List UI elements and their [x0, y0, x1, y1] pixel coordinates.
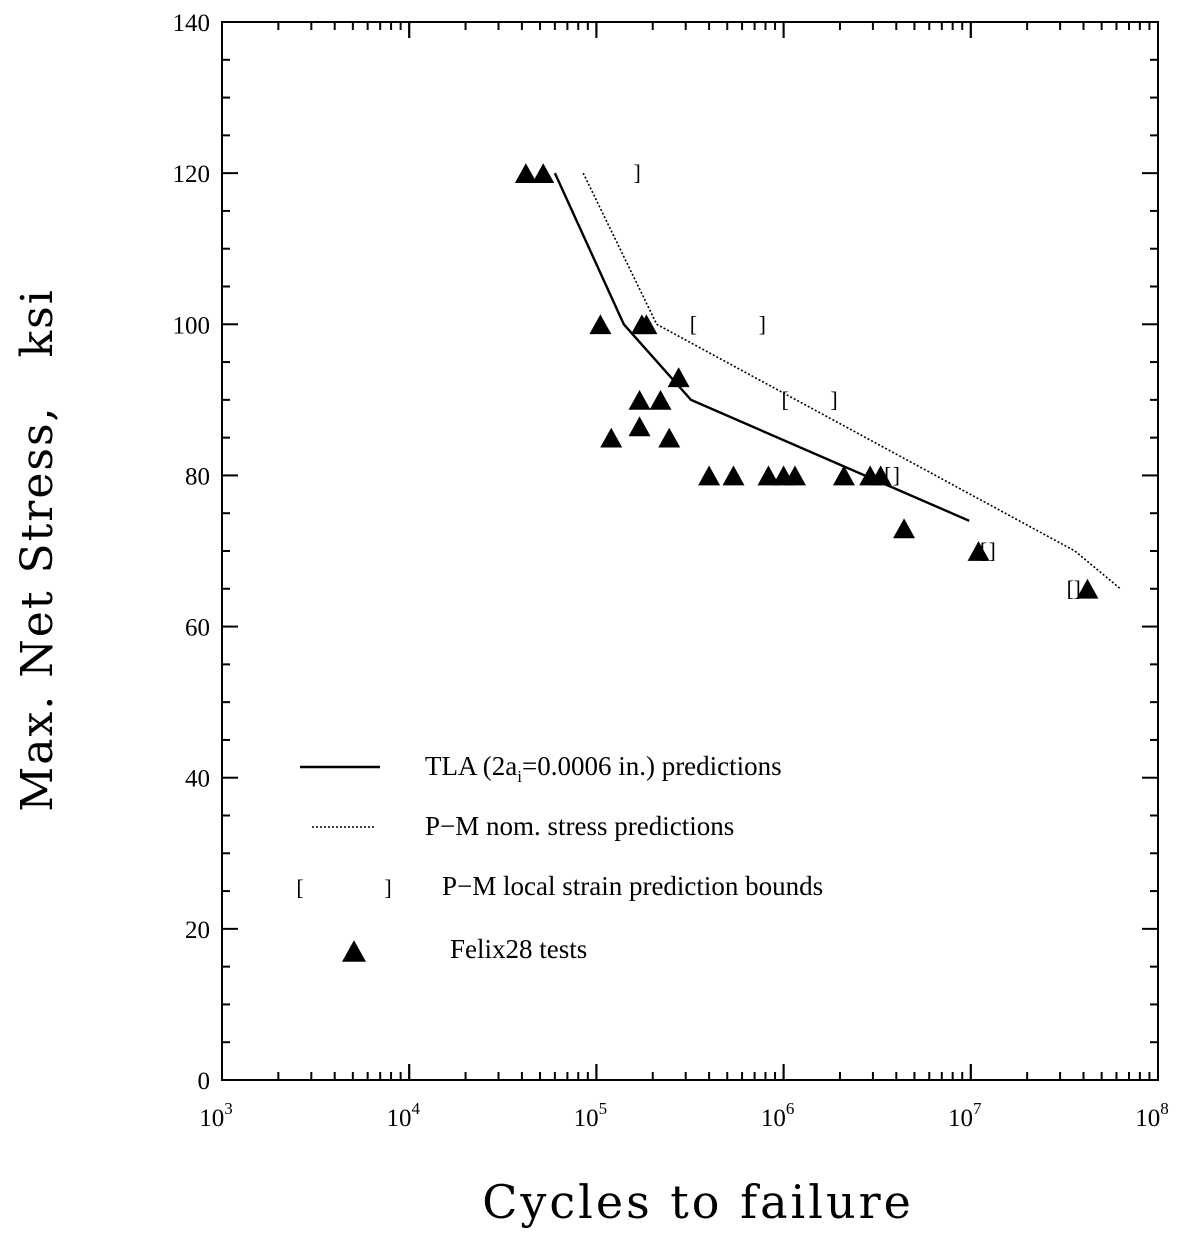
y-tick-label: 20	[185, 917, 210, 944]
y-tick-label: 120	[173, 161, 211, 188]
x-axis-title: Cycles to failure	[482, 1175, 914, 1229]
data-point-triangle	[869, 465, 892, 486]
y-tick-label: 60	[185, 615, 210, 642]
bound-lower-bracket: [	[884, 462, 891, 487]
data-point-triangle	[514, 163, 537, 184]
legend-triangle-symbol	[342, 940, 366, 962]
x-tick-exponent: 6	[786, 1099, 795, 1118]
data-point-triangle	[628, 389, 651, 410]
x-tick-base: 10	[761, 1105, 786, 1132]
pm-nominal-stress-line	[582, 172, 1121, 590]
bound-upper-bracket: ]	[759, 311, 766, 336]
series-layer: ][][][][][]	[514, 160, 1121, 601]
legend-lower-bracket-symbol: [	[296, 875, 303, 900]
legend-upper-bracket-symbol: ]	[384, 875, 391, 900]
x-tick-exponent: 8	[1160, 1099, 1169, 1118]
data-point-triangle	[893, 518, 916, 539]
data-point-triangle	[1076, 578, 1099, 599]
legend-label: TLA (2ai=0.0006 in.) predictions	[425, 751, 782, 786]
legend-label-tail: =0.0006 in.) predictions	[522, 751, 782, 781]
bound-lower-bracket: [	[1067, 576, 1074, 601]
data-point-triangle	[722, 465, 745, 486]
data-point-triangle	[698, 465, 721, 486]
data-point-triangle	[783, 465, 806, 486]
x-tick-base: 10	[948, 1105, 973, 1132]
x-tick-base: 10	[1135, 1105, 1160, 1132]
bound-lower-bracket: [	[782, 387, 789, 412]
bound-upper-bracket: ]	[830, 387, 837, 412]
legend-label: P−M local strain prediction bounds	[442, 871, 823, 901]
data-point-triangle	[342, 940, 366, 962]
legend-label-text: TLA (2a	[425, 751, 517, 781]
x-tick-label: 103	[199, 1099, 233, 1132]
plot-frame	[221, 21, 1159, 1081]
y-tick-label: 140	[173, 10, 211, 37]
data-point-triangle	[600, 427, 623, 448]
x-tick-exponent: 3	[224, 1099, 233, 1118]
x-tick-exponent: 5	[599, 1099, 608, 1118]
legend-label: P−M nom. stress predictions	[425, 811, 734, 841]
data-point-triangle	[658, 427, 681, 448]
data-point-triangle	[757, 465, 780, 486]
x-tick-base: 10	[574, 1105, 599, 1132]
y-tick-label: 0	[198, 1068, 211, 1095]
bound-lower-bracket: [	[690, 311, 697, 336]
y-tick-label: 40	[185, 766, 210, 793]
y-tick-label: 80	[185, 463, 210, 490]
data-point-triangle	[532, 163, 555, 184]
x-tick-exponent: 4	[411, 1099, 420, 1118]
x-tick-label: 107	[948, 1099, 982, 1132]
x-tick-label: 104	[386, 1099, 420, 1132]
x-tick-base: 10	[386, 1105, 411, 1132]
bound-upper-bracket: ]	[1074, 576, 1081, 601]
x-tick-label: 106	[761, 1099, 795, 1132]
data-point-triangle	[832, 465, 855, 486]
y-axis-title: Max. Net Stress, ksi	[12, 288, 63, 812]
legend-label-text: P−M nom. stress predictions	[425, 811, 734, 841]
y-tick-label: 100	[173, 312, 211, 339]
x-tick-base: 10	[199, 1105, 224, 1132]
bound-upper-bracket: ]	[988, 538, 995, 563]
x-tick-label: 108	[1135, 1099, 1169, 1132]
data-point-triangle	[628, 416, 651, 437]
data-point-triangle	[649, 389, 672, 410]
legend-label-text: P−M local strain prediction bounds	[442, 871, 823, 901]
x-tick-exponent: 7	[973, 1099, 982, 1118]
legend-label-text: Felix28 tests	[450, 934, 587, 964]
axis-ticks	[221, 21, 1159, 1081]
legend-label-subscript: i	[517, 767, 522, 786]
legend: TLA (2ai=0.0006 in.) predictions P−M nom.…	[296, 751, 823, 964]
data-point-triangle	[967, 541, 990, 561]
data-point-triangle	[667, 367, 690, 388]
bound-upper-bracket: ]	[893, 462, 900, 487]
data-point-triangle	[635, 314, 658, 335]
legend-label: Felix28 tests	[450, 934, 587, 964]
bound-upper-bracket: ]	[633, 160, 640, 185]
tla-prediction-line	[553, 172, 970, 522]
x-tick-label: 105	[574, 1099, 608, 1132]
data-point-triangle	[589, 314, 612, 335]
